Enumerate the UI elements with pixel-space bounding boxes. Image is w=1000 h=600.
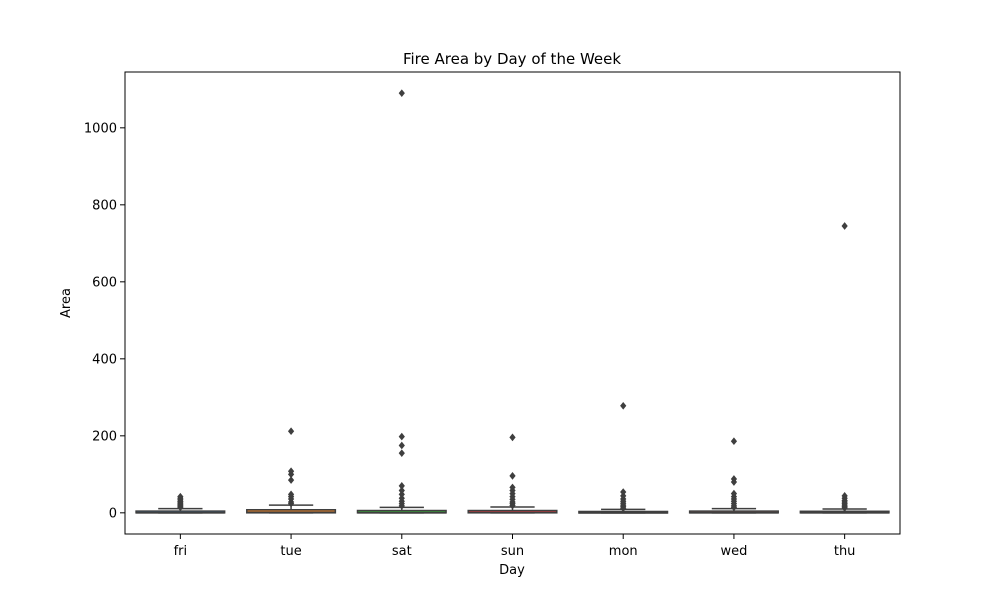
- box-group-sun: [467, 433, 558, 514]
- outlier-thu-8: [841, 222, 848, 230]
- outlier-tue-8: [287, 427, 295, 436]
- outlier-mon-6: [620, 492, 627, 500]
- y-tick-label-0: 0: [109, 506, 117, 521]
- y-tick-label-4: 800: [92, 198, 117, 213]
- outlier-sat-4: [398, 490, 405, 499]
- outlier-wed-6: [730, 489, 738, 498]
- outlier-sat-7: [398, 449, 405, 457]
- box-group-fri: [135, 492, 226, 514]
- outlier-sat-5: [398, 486, 405, 495]
- outlier-wed-8: [730, 475, 738, 483]
- box-group-sat: [356, 89, 447, 514]
- box-group-wed: [688, 437, 779, 514]
- outlier-sat-9: [398, 432, 405, 441]
- x-tick-label-mon: mon: [609, 544, 638, 559]
- box-group-thu: [799, 222, 890, 514]
- plot-area: [135, 89, 890, 514]
- box-group-tue: [246, 427, 337, 514]
- x-axis: fri tue sat sun mon wed thu: [174, 534, 856, 559]
- outlier-sat-3: [398, 494, 405, 503]
- outlier-tue-7: [287, 467, 295, 476]
- outlier-sat-8: [398, 441, 405, 450]
- x-tick-label-fri: fri: [174, 544, 188, 559]
- x-tick-label-tue: tue: [280, 544, 301, 559]
- y-tick-label-5: 1000: [84, 121, 117, 136]
- outlier-thu-7: [841, 492, 848, 500]
- plot-frame: [124, 71, 901, 535]
- outlier-tue-4: [287, 490, 295, 499]
- x-tick-label-sun: sun: [501, 544, 524, 559]
- outlier-fri-9: [177, 492, 184, 501]
- y-axis-label: Area: [59, 288, 74, 318]
- outlier-sun-7: [509, 483, 516, 492]
- chart-title: Fire Area by Day of the Week: [403, 50, 621, 68]
- outlier-sun-9: [509, 433, 516, 442]
- box-group-mon: [578, 401, 669, 514]
- y-axis: 0 200 400 600 800 1000: [84, 121, 125, 521]
- x-tick-label-wed: wed: [720, 544, 747, 559]
- outlier-mon-7: [620, 488, 627, 496]
- y-tick-label-1: 200: [92, 429, 117, 444]
- x-axis-label: Day: [499, 563, 525, 578]
- outlier-mon-8: [620, 401, 627, 410]
- y-tick-label-3: 600: [92, 275, 117, 290]
- outlier-sun-8: [509, 472, 516, 480]
- outlier-wed-9: [730, 437, 738, 446]
- x-tick-label-sat: sat: [392, 544, 412, 559]
- outlier-sat-10: [398, 89, 405, 98]
- y-tick-label-2: 400: [92, 352, 117, 367]
- x-tick-label-thu: thu: [834, 544, 856, 559]
- outlier-sat-6: [398, 482, 405, 490]
- outlier-tue-5: [287, 476, 295, 484]
